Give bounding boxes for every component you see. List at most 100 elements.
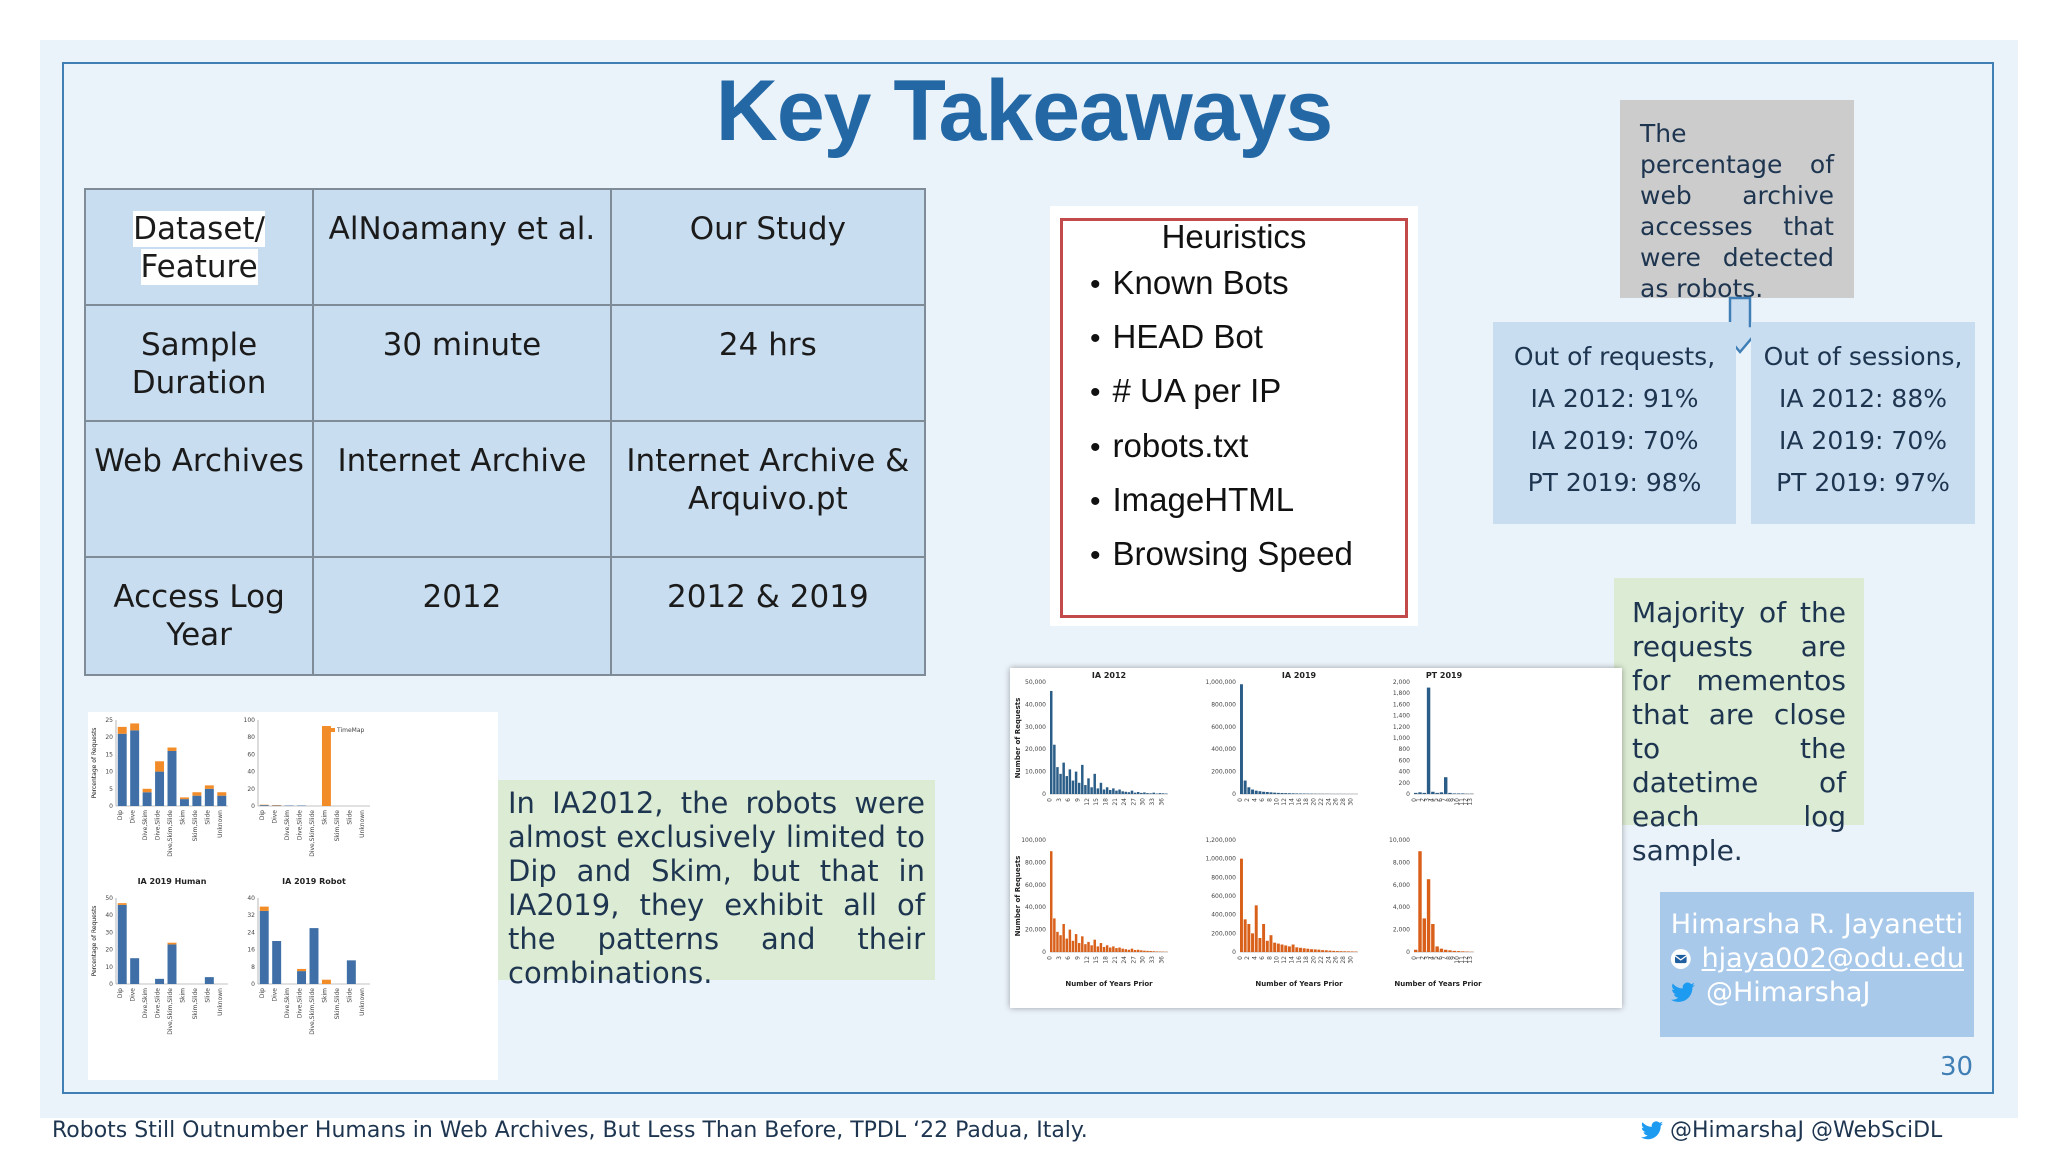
histogram-bar [1059, 773, 1062, 794]
y-tick-label: 0 [251, 803, 255, 810]
histogram-bar [1422, 918, 1426, 952]
x-tick-label: 6 [1437, 798, 1444, 802]
chart-title: IA 2019 [1282, 671, 1317, 680]
sessions-line: IA 2012: 88% [1779, 384, 1947, 413]
x-tick-label: Skim [179, 810, 186, 825]
y-tick-label: 800,000 [1211, 874, 1236, 881]
x-tick-label: 28 [1340, 956, 1347, 964]
histogram-bar [1093, 939, 1096, 952]
heuristic-item: HEAD Bot [1090, 318, 1263, 356]
histogram-bar [1265, 791, 1269, 794]
x-axis-label: Number of Years Prior [1255, 980, 1343, 988]
x-tick-label: 36 [1158, 956, 1165, 964]
author-twitter-handle[interactable]: @HimarshaJ [1706, 977, 1871, 1008]
bar-segment [155, 978, 165, 984]
histogram-bar [1284, 945, 1288, 952]
histogram-bar [1448, 792, 1452, 794]
y-tick-label: 0 [109, 981, 113, 988]
x-tick-label: 30 [1347, 798, 1354, 806]
histogram-bar [1081, 764, 1084, 794]
requests-heading: Out of requests, [1513, 342, 1716, 371]
histogram-bar [1050, 690, 1053, 794]
histogram-bar [1059, 935, 1062, 952]
author-email-link[interactable]: hjaya002@odu.edu [1701, 943, 1964, 974]
bar-segment [217, 795, 227, 806]
x-tick-label: Dip [117, 810, 124, 820]
heuristics-title: Heuristics [1161, 218, 1307, 255]
x-tick-label: 4 [1252, 956, 1259, 960]
x-tick-label: Skim,Slide [192, 810, 199, 842]
y-tick-label: 0 [1232, 949, 1236, 956]
bar-segment [297, 971, 307, 984]
y-tick-label: 0 [1042, 949, 1046, 956]
histogram-bar [1071, 780, 1075, 794]
sessions-line: IA 2019: 70% [1779, 426, 1947, 455]
y-tick-label: 600,000 [1211, 724, 1236, 731]
histogram-chart: PT 20192,0001,8001,6001,4001,2001,000800… [1393, 671, 1474, 806]
x-tick-label: 6 [1065, 798, 1072, 802]
heuristic-item: robots.txt [1090, 427, 1249, 465]
x-tick-label: Dive [272, 810, 279, 824]
x-tick-label: 7 [1441, 956, 1448, 960]
x-tick-label: Dive [272, 988, 279, 1002]
x-axis-label: Number of Years Prior [1065, 980, 1153, 988]
x-tick-label: 8 [1266, 798, 1273, 802]
y-tick-label: 0 [1232, 791, 1236, 798]
bar-segment [204, 788, 214, 806]
histogram-bar [1280, 944, 1284, 952]
x-tick-label: 5 [1433, 956, 1440, 960]
histogram-bar [1146, 950, 1149, 952]
y-tick-label: 2,000 [1393, 679, 1410, 686]
x-tick-label: 5 [1433, 798, 1440, 802]
x-tick-label: 3 [1056, 798, 1063, 802]
x-tick-label: 12 [1463, 798, 1470, 806]
histogram-bar [1435, 946, 1439, 952]
bar-segment [130, 723, 140, 731]
x-tick-label: Skim,Slide [334, 988, 341, 1020]
x-tick-label: 10 [1274, 956, 1281, 964]
x-tick-label: 14 [1288, 956, 1295, 964]
histogram-bar [1084, 944, 1087, 952]
histogram-bar [1435, 792, 1439, 794]
histogram-bar [1269, 935, 1273, 952]
x-tick-label: Dive,Skim [284, 988, 291, 1018]
x-tick-label: Skim [321, 810, 328, 825]
x-tick-label: 20 [1311, 956, 1318, 964]
bar-segment [167, 747, 177, 751]
x-tick-label: 10 [1454, 798, 1461, 806]
x-tick-label: Dive,Slide [155, 988, 162, 1018]
histogram-bar [1287, 793, 1291, 794]
y-tick-label: 0 [1406, 791, 1410, 798]
histogram-bar [1077, 782, 1081, 794]
x-tick-label: 30 [1140, 798, 1147, 806]
chart-title: IA 2019 Robot [282, 877, 346, 886]
histogram-bar [1121, 948, 1124, 952]
y-tick-label: 2,000 [1393, 927, 1410, 934]
histogram-bar [1295, 793, 1299, 794]
x-tick-label: 20 [1311, 798, 1318, 806]
y-tick-label: 40,000 [1025, 904, 1046, 911]
histogram-bar [1102, 946, 1106, 952]
y-tick-label: 0 [1042, 791, 1046, 798]
x-tick-label: 6 [1259, 798, 1266, 802]
y-axis-label: Percentage of Requests [91, 728, 98, 799]
x-tick-label: 15 [1093, 956, 1100, 964]
table-cell: Web Archives [83, 420, 315, 558]
bar-segment [192, 795, 202, 806]
x-tick-label: Dip [259, 988, 266, 998]
x-tick-label: 7 [1441, 798, 1448, 802]
bar-segment [346, 960, 356, 984]
histogram-bar [1276, 792, 1280, 794]
x-tick-label: 16 [1296, 798, 1303, 806]
histogram-bar [1262, 791, 1266, 794]
x-tick-label: Dip [259, 810, 266, 820]
x-tick-label: 30 [1347, 956, 1354, 964]
y-tick-label: 20,000 [1025, 927, 1046, 934]
y-tick-label: 40 [247, 769, 255, 776]
histogram-bar [1306, 948, 1310, 952]
author-card: Himarsha R. Jayanetti hjaya002@odu.edu @… [1660, 892, 1974, 1037]
histogram-bar [1140, 950, 1143, 952]
x-tick-label: 16 [1296, 956, 1303, 964]
x-tick-label: 26 [1333, 956, 1340, 964]
y-tick-label: 200,000 [1211, 769, 1236, 776]
